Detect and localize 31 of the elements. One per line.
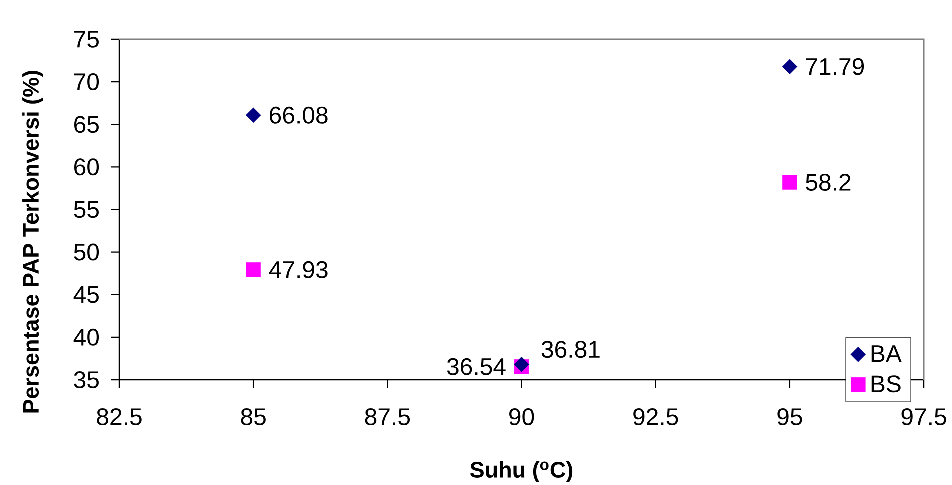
- x-tick-label: 97.5: [902, 408, 946, 426]
- legend-label: BS: [872, 376, 901, 393]
- data-label: 36.81: [542, 341, 600, 358]
- x-axis-title: Suhu ($^{o}$C): [470, 461, 573, 482]
- y-tick-label: 65: [74, 116, 99, 134]
- x-tick-label: 87.5: [365, 408, 410, 426]
- y-tick-label: 40: [74, 328, 100, 346]
- point: [246, 262, 261, 278]
- legend-label: BA: [872, 346, 902, 362]
- data-label: 58.2: [806, 174, 851, 192]
- data-label: 47.93: [269, 261, 328, 278]
- data-label: 71.79: [806, 58, 864, 76]
- x-tick-label: 90: [510, 408, 534, 426]
- data-label: 36.54: [447, 358, 506, 376]
- x-tick-label: 85: [241, 408, 266, 426]
- y-tick-label: 75: [74, 31, 99, 48]
- point: [246, 108, 262, 124]
- x-tick-label: 82.5: [97, 408, 142, 426]
- y-tick-label: 70: [74, 74, 100, 91]
- x-tick-label: 92.5: [634, 408, 678, 426]
- y-tick-label: 60: [74, 158, 100, 176]
- point: [514, 356, 530, 372]
- data-label: 66.08: [270, 106, 328, 124]
- y-tick-label: 55: [74, 201, 99, 218]
- point: [782, 59, 798, 74]
- y-tick-label: 35: [74, 371, 99, 388]
- point: [782, 175, 798, 190]
- y-axis-title: Persentase PAP Terkonversi (%): [22, 71, 44, 413]
- x-tick-label: 95: [778, 408, 802, 426]
- y-tick-label: 45: [74, 286, 99, 304]
- y-tick-label: 50: [74, 244, 100, 261]
